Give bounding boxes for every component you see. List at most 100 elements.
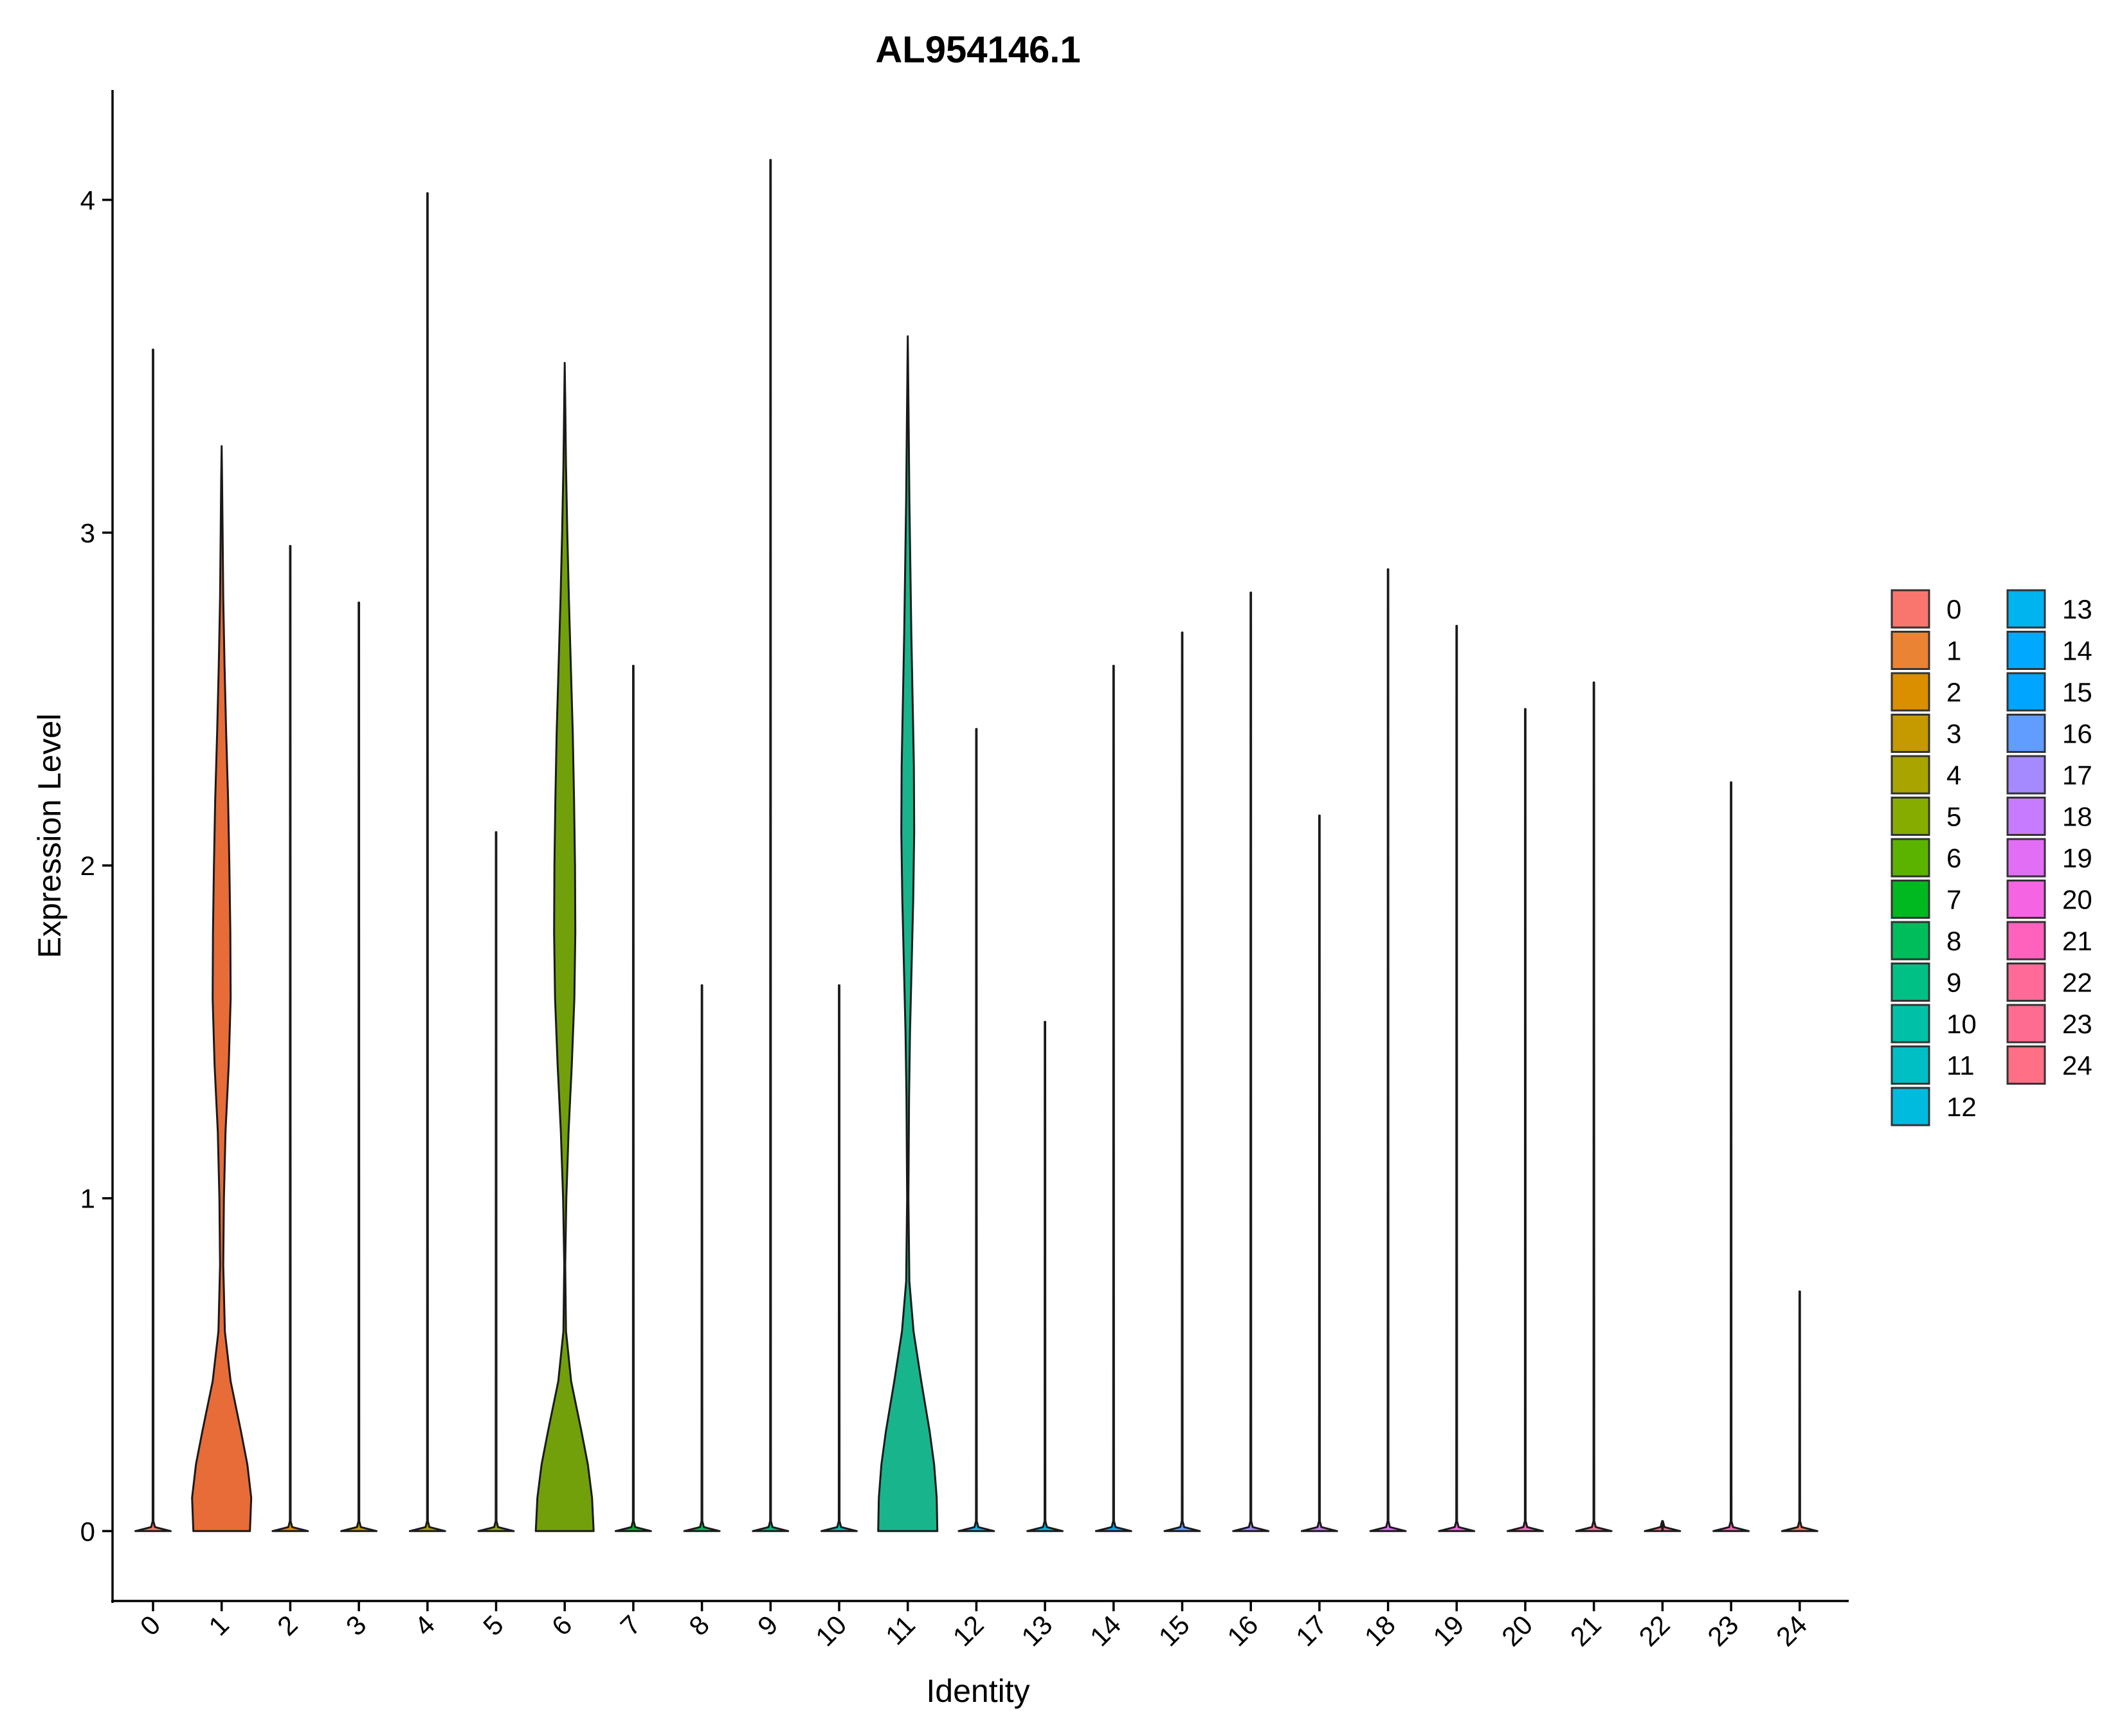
legend-label: 4 [1946,760,1961,790]
legend-key [2006,880,2046,919]
violin-11 [877,335,939,1532]
plot-area [134,159,1818,1532]
y-tick-label: 3 [80,518,95,548]
legend-key [2006,672,2046,712]
violin-13 [1026,1020,1064,1532]
x-tick-label: 0 [134,1609,167,1641]
legend-key [2006,963,2046,1002]
legend-label: 2 [1946,677,1961,707]
violin-2 [271,545,309,1532]
x-tick-label: 1 [203,1609,235,1641]
violin-17 [1300,814,1338,1532]
chart-title: AL954146.1 [875,29,1080,71]
violin-1 [191,445,253,1532]
legend-label: 11 [1946,1051,1975,1081]
legend-key [1891,838,1930,878]
legend-item-12: 12 [1891,1087,1977,1126]
violin-21 [1575,681,1613,1532]
x-tick-label: 10 [810,1609,852,1652]
legend-item-17: 17 [2006,755,2092,795]
legend-key [1891,755,1930,795]
x-axis: 0 1 2 3 4 5 6 7 8 9 10 11 12 13 14 15 16 17 18 19 20 21 22 23 24 [111,1600,1849,1652]
legend-key [2006,838,2046,878]
x-tick-label: 6 [546,1609,578,1641]
legend-label: 18 [2062,802,2092,832]
x-tick-label: 23 [1701,1609,1744,1652]
legend-key [2006,1045,2046,1085]
violin-9 [752,159,790,1532]
x-tick-label: 7 [615,1609,647,1641]
legend-item-3: 3 [1891,714,1961,753]
legend-item-2: 2 [1891,672,1961,712]
legend-key [1891,631,1930,670]
legend-key [1891,963,1930,1002]
legend-label: 5 [1946,802,1961,832]
y-tick-label: 1 [80,1184,95,1214]
legend-item-15: 15 [2006,672,2092,712]
legend-label: 0 [1946,594,1961,624]
x-tick-label: 2 [271,1609,304,1641]
legend-label: 1 [1946,636,1961,666]
y-tick-label: 0 [80,1516,95,1546]
legend-item-13: 13 [2006,589,2092,629]
legend-item-4: 4 [1891,755,1961,795]
legend-key [2006,921,2046,961]
legend-item-19: 19 [2006,838,2092,878]
legend-item-10: 10 [1891,1004,1977,1044]
y-tick-label: 2 [80,851,95,881]
legend-label: 8 [1946,926,1961,956]
legend-key [1891,714,1930,753]
violin-10 [821,984,858,1532]
violin-20 [1507,708,1544,1532]
legend-item-22: 22 [2006,963,2092,1002]
legend-key [2006,714,2046,753]
legend-label: 10 [1946,1009,1977,1039]
legend-key [1891,589,1930,629]
legend-label: 9 [1946,968,1961,998]
legend-item-21: 21 [2006,921,2092,961]
violin-5 [477,831,515,1532]
legend-key [2006,797,2046,836]
legend-key [2006,589,2046,629]
legend-item-7: 7 [1891,880,1961,919]
legend-label: 24 [2062,1051,2092,1081]
x-tick-label: 5 [477,1609,509,1641]
violin-15 [1163,631,1201,1532]
legend-key [1891,1087,1930,1126]
legend-label: 13 [2062,594,2092,624]
legend-key [1891,921,1930,961]
legend-key [1891,1004,1930,1044]
legend-item-18: 18 [2006,797,2092,836]
x-tick-label: 8 [683,1609,715,1641]
x-tick-label: 24 [1770,1609,1813,1652]
legend-item-24: 24 [2006,1045,2092,1085]
legend-label: 23 [2062,1009,2092,1039]
legend-label: 6 [1946,843,1961,873]
violin-24 [1781,1290,1818,1532]
x-tick-label: 11 [880,1609,921,1650]
legend-label: 3 [1946,719,1961,749]
y-axis-title: Expression Level [32,714,68,959]
legend-key [1891,880,1930,919]
violin-19 [1438,624,1476,1532]
violin-18 [1369,568,1407,1532]
legend-item-11: 11 [1891,1045,1975,1085]
x-tick-label: 14 [1084,1609,1127,1652]
x-tick-label: 20 [1496,1609,1538,1652]
x-tick-label: 13 [1015,1609,1058,1652]
violin-7 [614,665,652,1532]
x-tick-label: 15 [1153,1609,1195,1652]
violin-3 [340,601,378,1532]
violin-14 [1094,665,1132,1532]
legend-item-5: 5 [1891,797,1961,836]
legend-item-0: 0 [1891,589,1961,629]
legend-label: 7 [1946,885,1961,915]
legend-label: 14 [2062,636,2092,666]
legend-item-16: 16 [2006,714,2092,753]
legend-key [1891,797,1930,836]
x-tick-label: 19 [1427,1609,1469,1652]
x-tick-label: 3 [340,1609,372,1641]
legend-key [1891,672,1930,712]
legend-label: 15 [2062,677,2092,707]
